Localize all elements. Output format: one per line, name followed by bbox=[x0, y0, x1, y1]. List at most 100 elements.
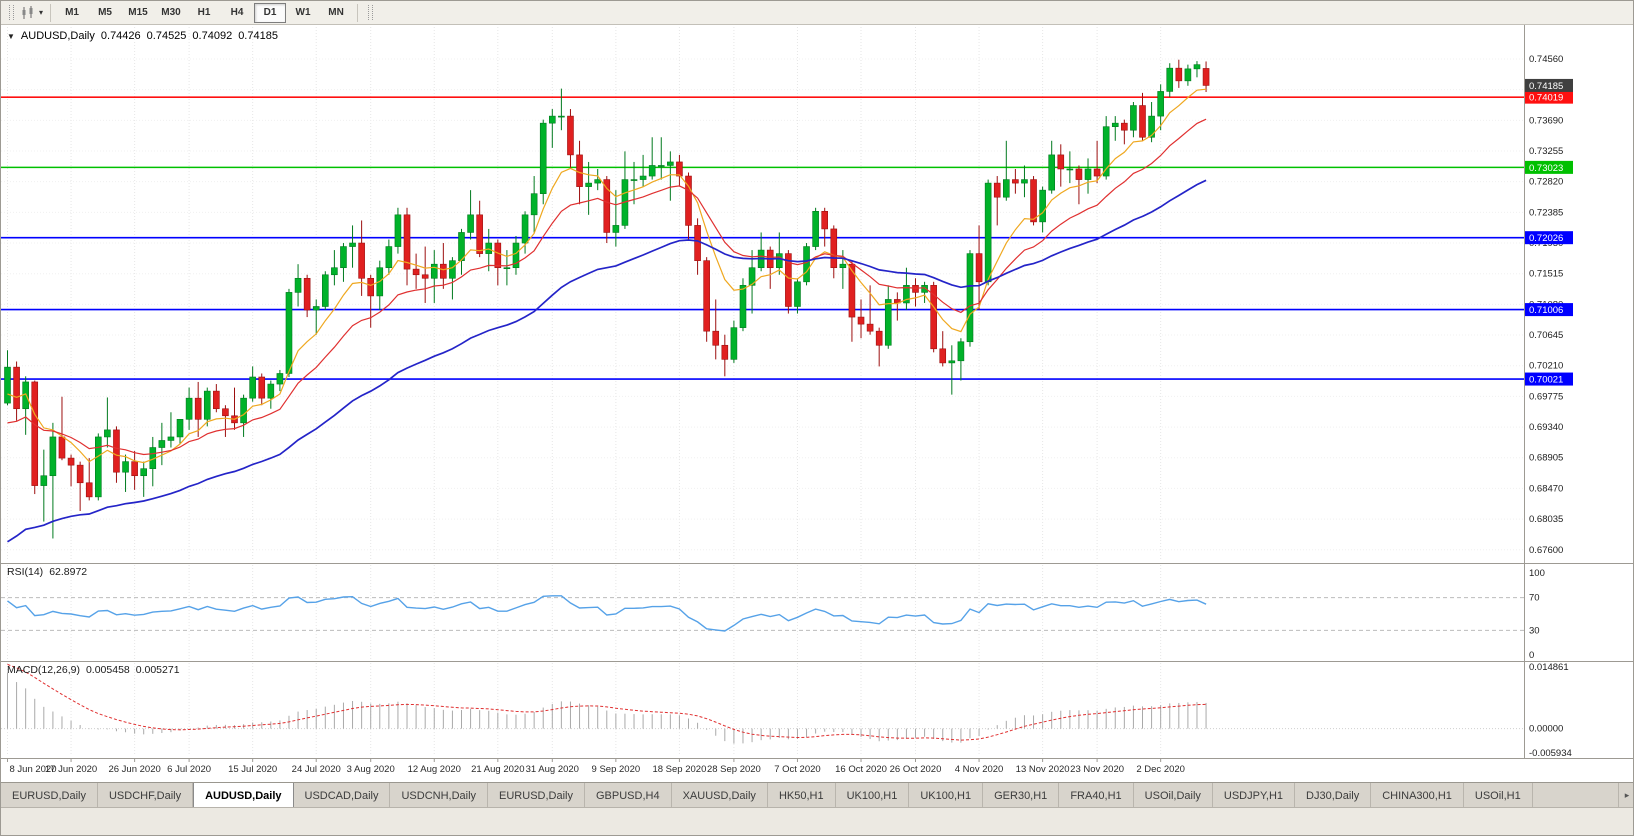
svg-text:0.73023: 0.73023 bbox=[1529, 163, 1563, 174]
svg-text:18 Sep 2020: 18 Sep 2020 bbox=[652, 764, 706, 775]
chart-tab-usoil-daily[interactable]: USOil,Daily bbox=[1133, 783, 1213, 808]
chart-type-icon[interactable] bbox=[19, 4, 37, 22]
ma-mid-line bbox=[7, 118, 1207, 456]
panel-frames bbox=[1, 25, 1633, 759]
macd-value-signal: 0.005271 bbox=[135, 664, 180, 676]
rsi-name: RSI(14) bbox=[7, 566, 44, 578]
svg-text:31 Aug 2020: 31 Aug 2020 bbox=[526, 764, 579, 775]
chart-tab-uk100-h1[interactable]: UK100,H1 bbox=[909, 783, 984, 808]
chart-plot-area[interactable] bbox=[1, 25, 1524, 758]
chart-tab-hk50-h1[interactable]: HK50,H1 bbox=[767, 783, 836, 808]
price-badge-0.74185: 0.74185 bbox=[1525, 78, 1573, 92]
timeframe-button-w1[interactable]: W1 bbox=[295, 7, 311, 18]
timeframe-button-mn[interactable]: MN bbox=[328, 7, 344, 18]
chart-tab-gbpusd-h4[interactable]: GBPUSD,H4 bbox=[585, 783, 672, 808]
chart-tab-bar: EURUSD,Daily USDCHF,Daily AUDUSD,Daily USDC… bbox=[1, 782, 1633, 808]
chart-tab-dj30-daily[interactable]: DJ30,Daily bbox=[1295, 783, 1372, 808]
price-axis[interactable] bbox=[1524, 25, 1633, 758]
timeframe-button-d1[interactable]: D1 bbox=[254, 2, 287, 23]
svg-text:26 Jun 2020: 26 Jun 2020 bbox=[108, 764, 160, 775]
ohlc-high: 0.74525 bbox=[146, 30, 187, 42]
svg-text:6 Jul 2020: 6 Jul 2020 bbox=[167, 764, 211, 775]
macd-signal-line bbox=[7, 663, 1207, 741]
svg-text:0.74560: 0.74560 bbox=[1529, 54, 1563, 65]
svg-text:0.67600: 0.67600 bbox=[1529, 545, 1563, 556]
timeframe-button-m1[interactable]: M1 bbox=[65, 7, 79, 18]
svg-text:0.71515: 0.71515 bbox=[1529, 269, 1563, 280]
svg-text:100: 100 bbox=[1529, 568, 1545, 579]
svg-text:4 Nov 2020: 4 Nov 2020 bbox=[955, 764, 1004, 775]
chart-tab-usdcad-daily[interactable]: USDCAD,Daily bbox=[293, 783, 391, 808]
svg-text:-0.005934: -0.005934 bbox=[1529, 748, 1572, 759]
svg-text:0.72026: 0.72026 bbox=[1529, 233, 1563, 244]
svg-text:0.014861: 0.014861 bbox=[1529, 662, 1569, 673]
chart-header: ▼ AUDUSD,Daily 0.74426 0.74525 0.74092 0… bbox=[7, 30, 278, 42]
price-badge-0.71006: 0.71006 bbox=[1525, 303, 1573, 317]
chart-tab-usdcnh-daily[interactable]: USDCNH,Daily bbox=[390, 783, 489, 808]
svg-text:24 Jul 2020: 24 Jul 2020 bbox=[292, 764, 341, 775]
svg-text:28 Sep 2020: 28 Sep 2020 bbox=[707, 764, 761, 775]
candlestick-series bbox=[4, 59, 1210, 539]
chart-tab-china300-h1[interactable]: CHINA300,H1 bbox=[1371, 783, 1464, 808]
macd-histogram bbox=[7, 673, 1207, 744]
macd-name: MACD(12,26,9) bbox=[7, 664, 80, 676]
toolbar-separator bbox=[50, 3, 52, 22]
chart-tab-usdchf-daily[interactable]: USDCHF,Daily bbox=[97, 783, 194, 808]
toolbar-grip[interactable] bbox=[9, 5, 14, 20]
price-badge-0.70021: 0.70021 bbox=[1525, 372, 1573, 386]
svg-text:0.70210: 0.70210 bbox=[1529, 361, 1563, 372]
time-axis[interactable] bbox=[1, 758, 1524, 782]
chart-tab-fra40-h1[interactable]: FRA40,H1 bbox=[1059, 783, 1134, 808]
chart-tab-audusd-daily[interactable]: AUDUSD,Daily bbox=[193, 783, 294, 808]
ma-slow-line bbox=[7, 179, 1207, 543]
chart-tab-usdjpy-h1[interactable]: USDJPY,H1 bbox=[1212, 783, 1296, 808]
svg-text:0.74019: 0.74019 bbox=[1529, 93, 1563, 104]
chart-tab-uk100-h1[interactable]: UK100,H1 bbox=[835, 783, 910, 808]
svg-text:0: 0 bbox=[1529, 650, 1534, 661]
chart-type-dropdown-icon[interactable]: ▾ bbox=[39, 8, 44, 17]
timeframe-button-m30[interactable]: M30 bbox=[161, 7, 181, 18]
chart-tab-xauusd-daily[interactable]: XAUUSD,Daily bbox=[671, 783, 768, 808]
svg-text:17 Jun 2020: 17 Jun 2020 bbox=[45, 764, 97, 775]
ohlc-open: 0.74426 bbox=[100, 30, 141, 42]
chart-tab-ger30-h1[interactable]: GER30,H1 bbox=[983, 783, 1060, 808]
chart-tab-eurusd-daily[interactable]: EURUSD,Daily bbox=[488, 783, 585, 808]
ohlc-low: 0.74092 bbox=[192, 30, 233, 42]
timeframe-toolbar: ▾ M1 M5 M15 M30 H1 H4 D1 W1 MN bbox=[1, 1, 1633, 25]
svg-text:0.70645: 0.70645 bbox=[1529, 330, 1563, 341]
svg-text:7 Oct 2020: 7 Oct 2020 bbox=[774, 764, 820, 775]
tab-scroll-right-button[interactable]: ▸ bbox=[1618, 783, 1633, 808]
svg-text:9 Sep 2020: 9 Sep 2020 bbox=[592, 764, 641, 775]
svg-text:3 Aug 2020: 3 Aug 2020 bbox=[347, 764, 395, 775]
price-badge-0.73023: 0.73023 bbox=[1525, 160, 1573, 174]
timeframe-button-h4[interactable]: H4 bbox=[230, 7, 244, 18]
toolbar-grip-2[interactable] bbox=[368, 5, 374, 20]
chart-tab-eurusd-daily[interactable]: EURUSD,Daily bbox=[1, 783, 98, 808]
svg-text:0.68905: 0.68905 bbox=[1529, 453, 1563, 464]
toolbar-separator-2 bbox=[357, 3, 359, 22]
svg-text:0.72820: 0.72820 bbox=[1529, 177, 1563, 188]
timeframe-button-h1[interactable]: H1 bbox=[197, 7, 211, 18]
price-badge-0.74019: 0.74019 bbox=[1525, 90, 1573, 104]
rsi-value: 62.8972 bbox=[49, 566, 88, 578]
price-badge-0.72026: 0.72026 bbox=[1525, 231, 1573, 245]
chart-tab-usoil-h1[interactable]: USOil,H1 bbox=[1463, 783, 1533, 808]
svg-text:0.71006: 0.71006 bbox=[1529, 305, 1563, 316]
timeframe-buttons: M1 M5 M15 M30 H1 H4 D1 W1 MN bbox=[56, 2, 352, 23]
ohlc-close: 0.74185 bbox=[238, 30, 278, 42]
chart-symbol-period: AUDUSD,Daily bbox=[20, 30, 95, 42]
svg-text:16 Oct 2020: 16 Oct 2020 bbox=[835, 764, 887, 775]
chart-tab-strip: EURUSD,Daily USDCHF,Daily AUDUSD,Daily USDC… bbox=[1, 783, 1633, 808]
collapse-objects-icon[interactable]: ▼ bbox=[7, 31, 15, 41]
ma-fast-line bbox=[7, 88, 1207, 464]
timeframe-button-m15[interactable]: M15 bbox=[128, 7, 148, 18]
svg-text:0.70021: 0.70021 bbox=[1529, 375, 1563, 386]
svg-text:0.69340: 0.69340 bbox=[1529, 422, 1563, 433]
svg-text:2 Dec 2020: 2 Dec 2020 bbox=[1136, 764, 1185, 775]
timeframe-button-m5[interactable]: M5 bbox=[98, 7, 112, 18]
svg-text:15 Jul 2020: 15 Jul 2020 bbox=[228, 764, 277, 775]
svg-text:0.68035: 0.68035 bbox=[1529, 514, 1563, 525]
svg-text:21 Aug 2020: 21 Aug 2020 bbox=[471, 764, 524, 775]
